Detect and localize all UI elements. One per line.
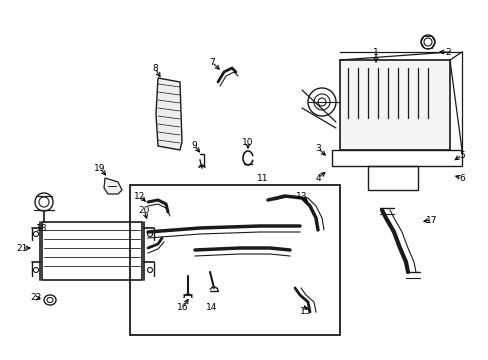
Bar xyxy=(42,222,142,280)
Text: 3: 3 xyxy=(314,144,320,153)
Polygon shape xyxy=(156,78,182,150)
Text: 14: 14 xyxy=(206,303,217,312)
Bar xyxy=(130,185,339,335)
Text: 16: 16 xyxy=(177,303,188,312)
Text: 17: 17 xyxy=(426,216,437,225)
Text: 5: 5 xyxy=(458,150,464,159)
Text: 8: 8 xyxy=(152,63,158,72)
Text: 20: 20 xyxy=(138,206,149,215)
Text: 13: 13 xyxy=(296,192,307,201)
Text: 6: 6 xyxy=(458,174,464,183)
Text: 15: 15 xyxy=(300,307,311,316)
Text: 22: 22 xyxy=(30,293,41,302)
Bar xyxy=(331,150,461,166)
Polygon shape xyxy=(104,178,122,194)
Text: 11: 11 xyxy=(257,174,268,183)
Text: 4: 4 xyxy=(315,174,320,183)
Text: 12: 12 xyxy=(134,192,145,201)
Text: 9: 9 xyxy=(191,140,197,149)
Text: 7: 7 xyxy=(209,58,214,67)
Text: 1: 1 xyxy=(372,48,378,57)
Text: 2: 2 xyxy=(444,48,450,57)
Bar xyxy=(367,166,417,190)
Text: 19: 19 xyxy=(94,163,105,172)
Text: 18: 18 xyxy=(36,224,48,233)
Text: 10: 10 xyxy=(242,138,253,147)
Text: 21: 21 xyxy=(16,243,28,252)
Bar xyxy=(339,60,449,150)
